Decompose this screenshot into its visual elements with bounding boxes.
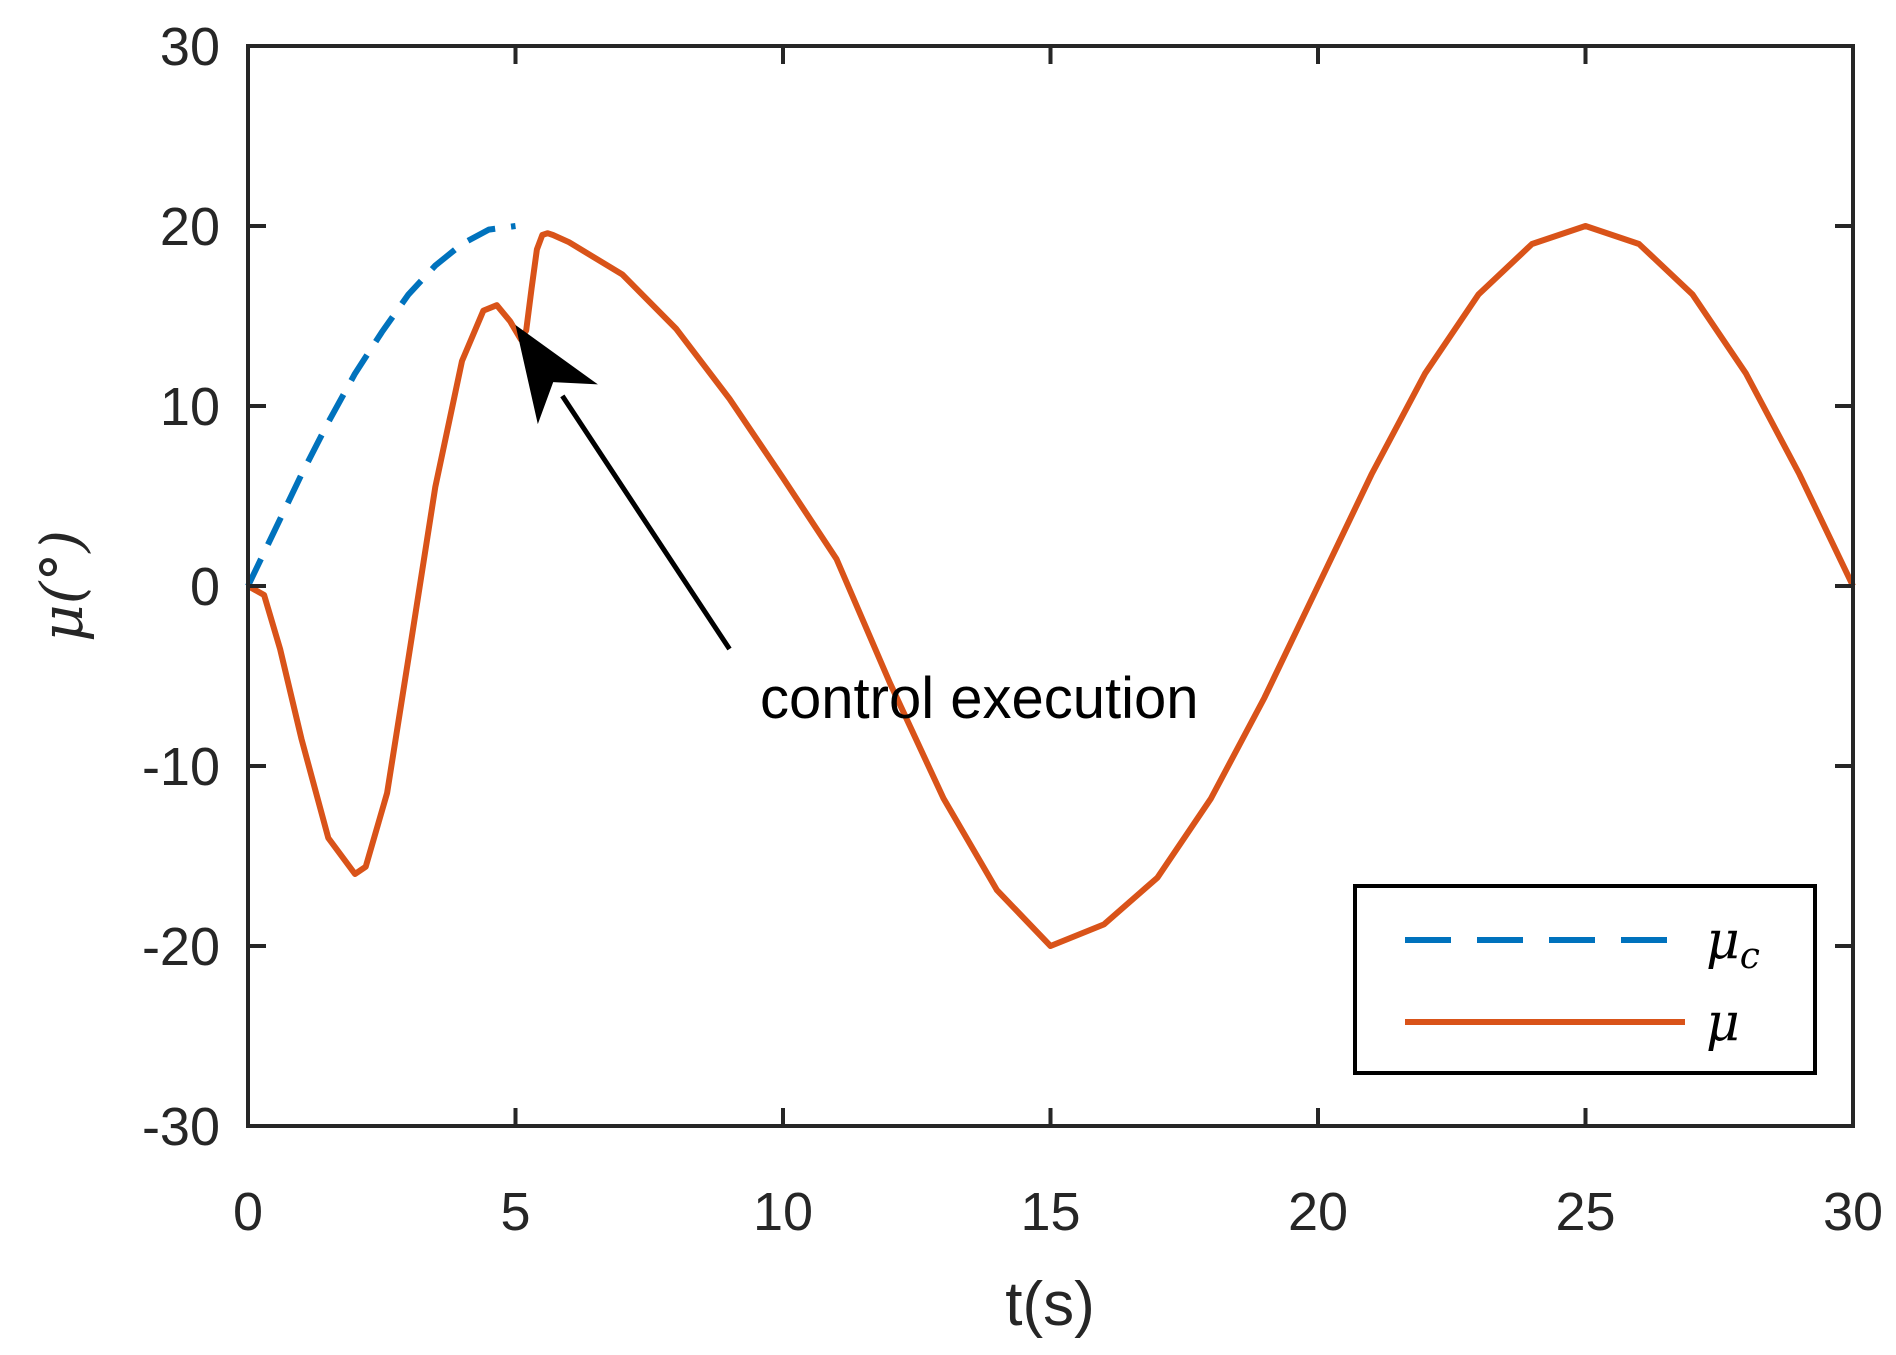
x-tick-label: 15 <box>1020 1182 1080 1242</box>
y-tick-label: 30 <box>160 17 220 77</box>
legend-label-mu-c: μc <box>1706 911 1760 977</box>
y-tick-label: 0 <box>190 557 220 617</box>
annotation-text: control execution <box>760 666 1198 731</box>
series-layer <box>245 223 1856 949</box>
y-tick-label: -10 <box>142 737 220 797</box>
x-tick-label: 0 <box>233 1182 263 1242</box>
x-tick-label: 25 <box>1555 1182 1615 1242</box>
legend-label-mu-c-sub: c <box>1740 936 1760 977</box>
x-tick-label: 30 <box>1823 1182 1883 1242</box>
legend-label-mu: μ <box>1706 993 1740 1053</box>
series-line-mu-c <box>245 223 516 588</box>
y-tick-label: 20 <box>160 197 220 257</box>
annotation-layer: control execution <box>515 325 1198 731</box>
y-tick-label: 10 <box>160 377 220 437</box>
x-axis-label: t(s) <box>1005 1270 1095 1339</box>
tick-layer: 0 5 10 15 20 25 30 30 20 10 0 -10 -20 -30 <box>142 17 1883 1242</box>
y-axis-label: μ(°) <box>28 530 96 642</box>
legend: μc μ <box>1353 884 1817 1075</box>
y-tick-label: -20 <box>142 917 220 977</box>
series-line-mu <box>246 223 1856 949</box>
annotation-arrow-head <box>515 325 598 425</box>
x-tick-label: 20 <box>1288 1182 1348 1242</box>
x-tick-label: 5 <box>500 1182 530 1242</box>
y-tick-label: -30 <box>142 1097 220 1157</box>
annotation-arrow-line <box>560 394 732 651</box>
legend-label-mu-c-main: μ <box>1706 911 1740 971</box>
x-tick-label: 10 <box>753 1182 813 1242</box>
legend-box <box>1353 884 1817 1075</box>
